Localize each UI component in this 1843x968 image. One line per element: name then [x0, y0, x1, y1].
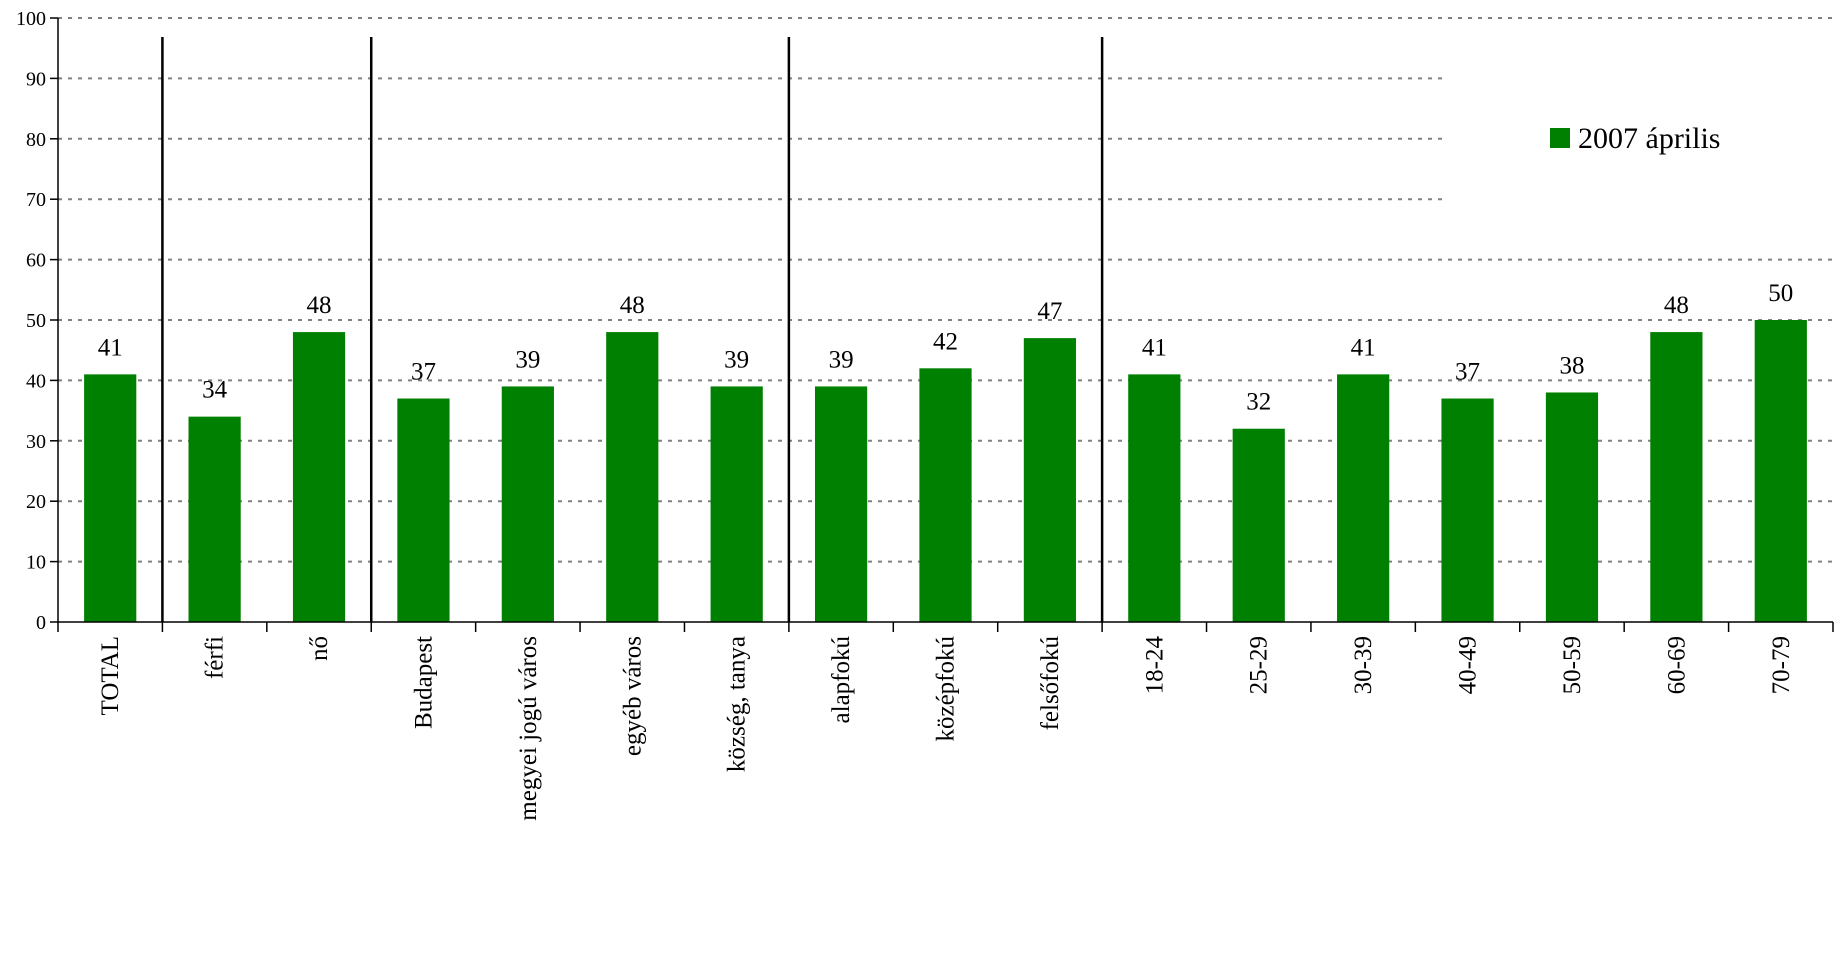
y-tick-label-20: 20 [26, 491, 46, 513]
bar-3 [397, 398, 450, 622]
category-label-1: férfi [202, 636, 229, 679]
data-label-7: 39 [829, 346, 854, 373]
bar-1 [188, 416, 241, 622]
axes [50, 17, 1834, 632]
category-label-5: egyéb város [619, 636, 646, 756]
data-label-16: 50 [1768, 280, 1793, 307]
bars [84, 320, 1807, 622]
bar-9 [1023, 338, 1077, 622]
gridlines [58, 17, 1833, 563]
data-label-12: 41 [1351, 334, 1376, 361]
bar-12 [1337, 374, 1390, 622]
y-tick-label-80: 80 [26, 129, 46, 151]
category-label-15: 60-69 [1663, 636, 1690, 694]
category-label-12: 30-39 [1350, 636, 1377, 694]
y-tick-label-30: 30 [26, 431, 46, 453]
data-label-0: 41 [98, 334, 123, 361]
data-label-8: 42 [933, 328, 958, 355]
category-label-2: nő [306, 636, 333, 661]
bar-14 [1545, 392, 1599, 622]
legend: 2007 április [1550, 122, 1721, 155]
y-tick-label-90: 90 [26, 68, 46, 90]
bar-13 [1441, 398, 1494, 622]
data-label-9: 47 [1037, 298, 1062, 325]
category-label-10: 18-24 [1141, 636, 1168, 695]
bar-11 [1232, 428, 1285, 622]
y-tick-label-100: 100 [16, 8, 46, 30]
data-label-2: 48 [307, 292, 332, 319]
bar-7 [814, 386, 868, 622]
bar-0 [84, 374, 137, 622]
category-label-13: 40-49 [1455, 636, 1482, 694]
y-tick-label-60: 60 [26, 250, 46, 272]
category-label-7: alapfokú [828, 636, 855, 724]
data-label-4: 39 [515, 346, 540, 373]
category-label-0: TOTAL [97, 636, 124, 715]
category-label-6: község, tanya [724, 636, 751, 772]
data-label-14: 38 [1559, 352, 1584, 379]
bar-16 [1754, 320, 1807, 622]
data-label-11: 32 [1246, 389, 1271, 416]
category-label-3: Budapest [410, 636, 437, 729]
bar-6 [710, 386, 763, 622]
category-label-11: 25-29 [1246, 636, 1273, 694]
data-label-6: 39 [724, 346, 749, 373]
bar-15 [1650, 332, 1703, 622]
data-label-1: 34 [202, 377, 228, 404]
bar-5 [606, 332, 659, 622]
y-tick-label-50: 50 [26, 310, 46, 332]
category-label-16: 70-79 [1768, 636, 1795, 694]
data-label-3: 37 [411, 359, 436, 386]
bar-4 [501, 386, 554, 622]
y-tick-label-0: 0 [36, 612, 46, 634]
y-tick-label-40: 40 [26, 370, 46, 392]
group-separators [161, 37, 1104, 622]
category-label-9: felsőfokú [1037, 636, 1064, 731]
legend-label: 2007 április [1578, 122, 1721, 155]
y-tick-label-70: 70 [26, 189, 46, 211]
category-label-14: 50-59 [1559, 636, 1586, 694]
data-label-5: 48 [620, 292, 645, 319]
bar-10 [1128, 374, 1181, 622]
labels: 0 10 20 30 40 50 60 70 80 90 100 41 TOTAL 34 férfi 48 nő… [16, 8, 1795, 821]
y-tick-label-10: 10 [26, 552, 46, 574]
bar-8 [919, 368, 972, 622]
data-label-15: 48 [1664, 292, 1689, 319]
category-label-8: középfokú [933, 636, 960, 742]
data-label-13: 37 [1455, 359, 1480, 386]
category-label-4: megyei jogú város [515, 636, 542, 821]
data-label-10: 41 [1142, 334, 1167, 361]
legend-swatch [1550, 128, 1570, 148]
bar-2 [292, 332, 346, 622]
